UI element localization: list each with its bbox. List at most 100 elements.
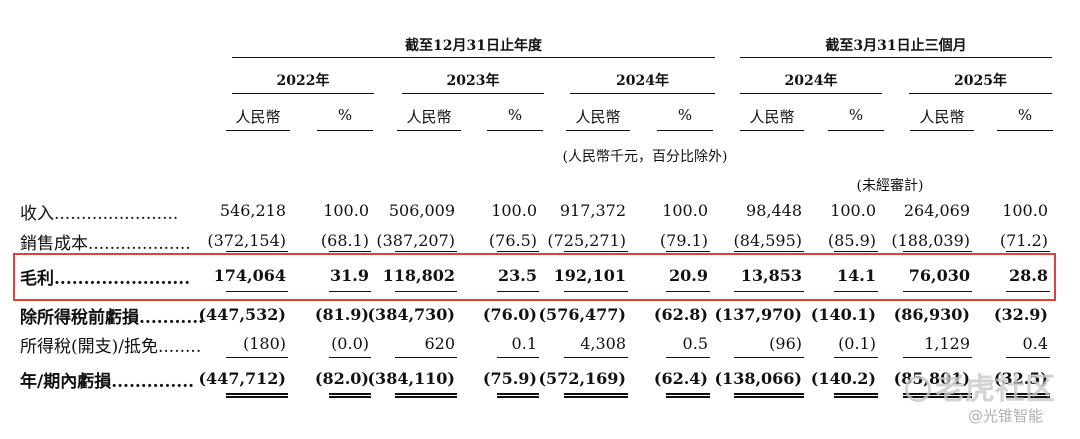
total-underline — [564, 357, 628, 358]
year-header-2022: 2022年 — [276, 73, 330, 89]
total-underline — [1006, 251, 1050, 252]
col-header-rmb: 人民幣 — [919, 108, 965, 126]
unaudited-note: (未經審計) — [856, 178, 924, 194]
total-underline — [734, 357, 804, 358]
total-underline — [1006, 357, 1050, 358]
total-underline — [666, 357, 710, 358]
cell-amount: (188,039) — [891, 231, 970, 250]
total-underline — [226, 357, 288, 358]
col-header-pct: % — [507, 106, 523, 124]
double-underline — [666, 393, 710, 398]
col-header-underline — [317, 130, 373, 131]
watermark-author: @光锥智能 — [968, 407, 1044, 425]
cell-percent: 23.5 — [498, 266, 537, 285]
total-underline — [834, 251, 878, 252]
year-underline — [232, 93, 374, 94]
year-header-2023: 2023年 — [446, 73, 500, 89]
total-underline — [329, 251, 371, 252]
col-header-underline — [657, 130, 713, 131]
total-underline — [666, 291, 710, 292]
cell-percent: (32.9) — [993, 305, 1048, 324]
unit-note: (人民幣千元，百分比除外) — [562, 149, 728, 165]
cell-amount: 546,218 — [219, 201, 286, 220]
year-underline — [570, 93, 715, 94]
cell-percent: (85.9) — [827, 231, 876, 250]
col-header-underline — [997, 130, 1053, 131]
total-underline — [734, 291, 804, 292]
cell-percent: (68.1) — [320, 231, 369, 250]
cell-percent: 28.8 — [1009, 266, 1048, 285]
total-underline — [395, 291, 457, 292]
total-underline — [226, 251, 288, 252]
row-label: 所得稅(開支)/抵免........ — [20, 337, 202, 357]
row-label: 銷售成本................... — [20, 234, 191, 254]
cell-amount: 192,101 — [553, 266, 626, 285]
total-underline — [395, 357, 457, 358]
cell-amount: (384,730) — [367, 305, 455, 324]
cell-amount: (387,207) — [376, 231, 455, 250]
cell-amount: 1,129 — [924, 334, 970, 353]
cell-amount: (384,110) — [367, 369, 455, 388]
row-label: 收入....................... — [20, 204, 179, 224]
col-header-pct: % — [848, 106, 864, 124]
total-underline — [1006, 291, 1050, 292]
col-header-underline — [828, 130, 884, 131]
col-header-underline — [566, 130, 630, 131]
col-header-underline — [487, 130, 543, 131]
total-underline — [903, 291, 972, 292]
year-underline — [740, 93, 882, 94]
col-header-underline — [226, 130, 290, 131]
total-underline — [395, 251, 457, 252]
cell-amount: (372,154) — [207, 231, 286, 250]
cell-percent: (76.5) — [488, 231, 537, 250]
cell-amount: 264,069 — [903, 201, 970, 220]
watermark-text: 老虎社区 — [935, 372, 1055, 407]
watermark-logo: 老虎社区 — [905, 364, 1055, 408]
cell-percent: 100.0 — [491, 201, 537, 220]
total-underline — [564, 251, 628, 252]
cell-amount: (96) — [769, 334, 802, 353]
total-underline — [734, 251, 804, 252]
cell-percent: (0.1) — [838, 334, 876, 353]
double-underline — [903, 393, 972, 398]
cell-percent: 31.9 — [330, 266, 369, 285]
row-label: 毛利....................... — [20, 269, 191, 289]
cell-amount: 13,853 — [740, 266, 802, 285]
double-underline — [497, 393, 539, 398]
total-underline — [329, 357, 371, 358]
cell-percent: (0.0) — [331, 334, 369, 353]
total-underline — [564, 291, 628, 292]
year-underline — [909, 93, 1052, 94]
total-underline — [497, 357, 539, 358]
col-header-rmb: 人民幣 — [749, 108, 795, 126]
row-label: 年/期內虧損.............. — [20, 372, 195, 392]
cell-percent: 100.0 — [323, 201, 369, 220]
cell-percent: (140.1) — [810, 305, 876, 324]
total-underline — [834, 291, 878, 292]
double-underline — [564, 393, 628, 398]
cell-percent: 0.1 — [511, 334, 537, 353]
cell-amount: (576,477) — [538, 305, 626, 324]
cell-percent: 0.4 — [1022, 334, 1048, 353]
cell-percent: (81.9) — [314, 305, 369, 324]
cell-percent: 100.0 — [662, 201, 708, 220]
total-underline — [497, 251, 539, 252]
double-underline — [834, 393, 878, 398]
total-underline — [834, 357, 878, 358]
cell-percent: (62.4) — [653, 369, 708, 388]
cell-percent: (82.0) — [314, 369, 369, 388]
col-header-pct: % — [677, 106, 693, 124]
cell-amount: (447,712) — [198, 369, 286, 388]
group-header-quarterly: 截至3月31日止三個月 — [825, 38, 967, 54]
total-underline — [666, 251, 710, 252]
col-header-rmb: 人民幣 — [406, 108, 452, 126]
col-header-underline — [740, 130, 804, 131]
cell-percent: (79.1) — [659, 231, 708, 250]
total-underline — [329, 291, 371, 292]
cell-percent: (62.8) — [653, 305, 708, 324]
cell-amount: 174,064 — [213, 266, 286, 285]
cell-amount: (180) — [242, 334, 286, 353]
cell-amount: 917,372 — [559, 201, 626, 220]
year-underline — [402, 93, 544, 94]
cell-amount: (572,169) — [538, 369, 626, 388]
